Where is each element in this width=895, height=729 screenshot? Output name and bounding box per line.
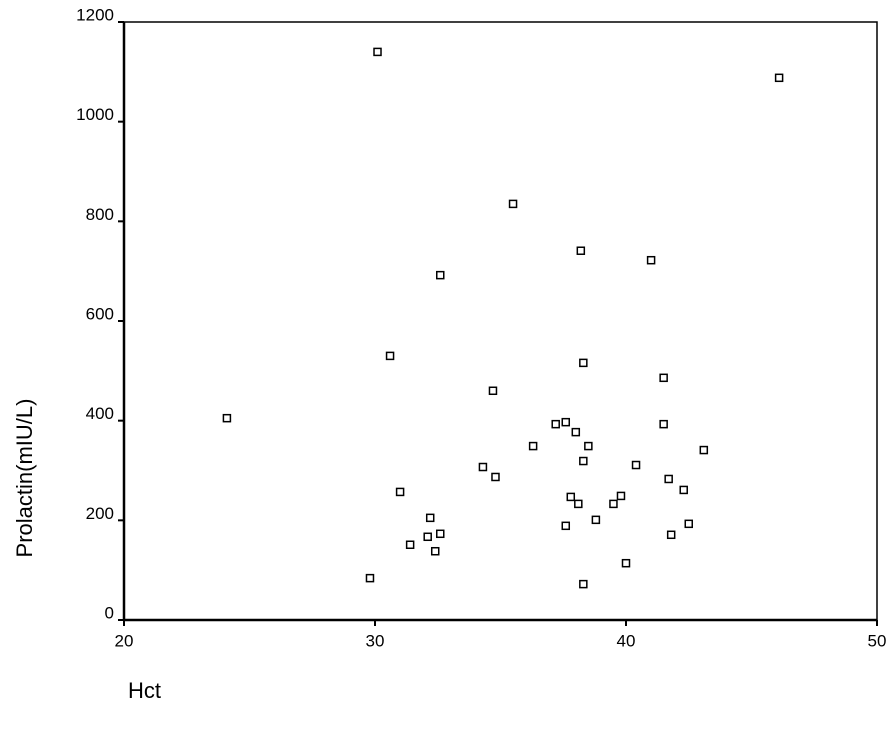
point bbox=[646, 255, 656, 265]
point bbox=[528, 441, 538, 451]
point bbox=[631, 460, 641, 470]
point bbox=[571, 427, 581, 437]
point bbox=[508, 199, 518, 209]
point bbox=[385, 351, 395, 361]
point bbox=[365, 573, 375, 583]
point bbox=[659, 373, 668, 383]
point bbox=[664, 474, 673, 484]
point bbox=[395, 487, 405, 497]
y-tick-label: 600 bbox=[86, 304, 114, 323]
x-tick-label: 30 bbox=[366, 631, 385, 650]
y-tick-label: 1200 bbox=[76, 5, 114, 24]
x-axis-label: Hct bbox=[128, 678, 161, 703]
point bbox=[423, 532, 432, 542]
x-tick-label: 20 bbox=[115, 631, 134, 650]
point bbox=[666, 530, 676, 540]
point bbox=[405, 540, 415, 550]
y-tick-label: 1000 bbox=[76, 105, 114, 124]
point bbox=[436, 270, 445, 280]
point bbox=[591, 515, 601, 525]
point bbox=[609, 499, 618, 509]
y-tick-label: 0 bbox=[105, 603, 114, 622]
point bbox=[579, 456, 588, 466]
point bbox=[488, 386, 498, 396]
point bbox=[579, 579, 588, 589]
point bbox=[430, 546, 440, 556]
y-tick-label: 200 bbox=[86, 504, 114, 523]
point bbox=[566, 492, 576, 502]
point bbox=[576, 246, 586, 255]
point bbox=[679, 485, 688, 495]
point bbox=[616, 491, 626, 501]
plot-frame bbox=[123, 21, 878, 621]
y-tick-label: 400 bbox=[86, 404, 114, 423]
point bbox=[659, 419, 668, 429]
y-tick-label: 800 bbox=[86, 205, 114, 224]
point bbox=[579, 358, 588, 368]
point bbox=[373, 47, 382, 57]
point bbox=[561, 521, 571, 531]
point bbox=[574, 499, 583, 509]
point bbox=[684, 519, 693, 529]
point bbox=[491, 472, 500, 482]
point bbox=[425, 513, 435, 523]
point bbox=[551, 419, 560, 429]
point bbox=[478, 462, 488, 472]
point bbox=[222, 413, 232, 423]
point bbox=[561, 417, 571, 427]
y-axis-label: Prolactin(mIU/L) bbox=[12, 399, 37, 558]
point bbox=[436, 529, 445, 539]
point bbox=[621, 558, 631, 568]
point bbox=[774, 73, 784, 83]
x-tick-label: 40 bbox=[617, 631, 636, 650]
point bbox=[584, 441, 593, 451]
point bbox=[699, 445, 709, 455]
x-tick-label: 50 bbox=[868, 631, 887, 650]
